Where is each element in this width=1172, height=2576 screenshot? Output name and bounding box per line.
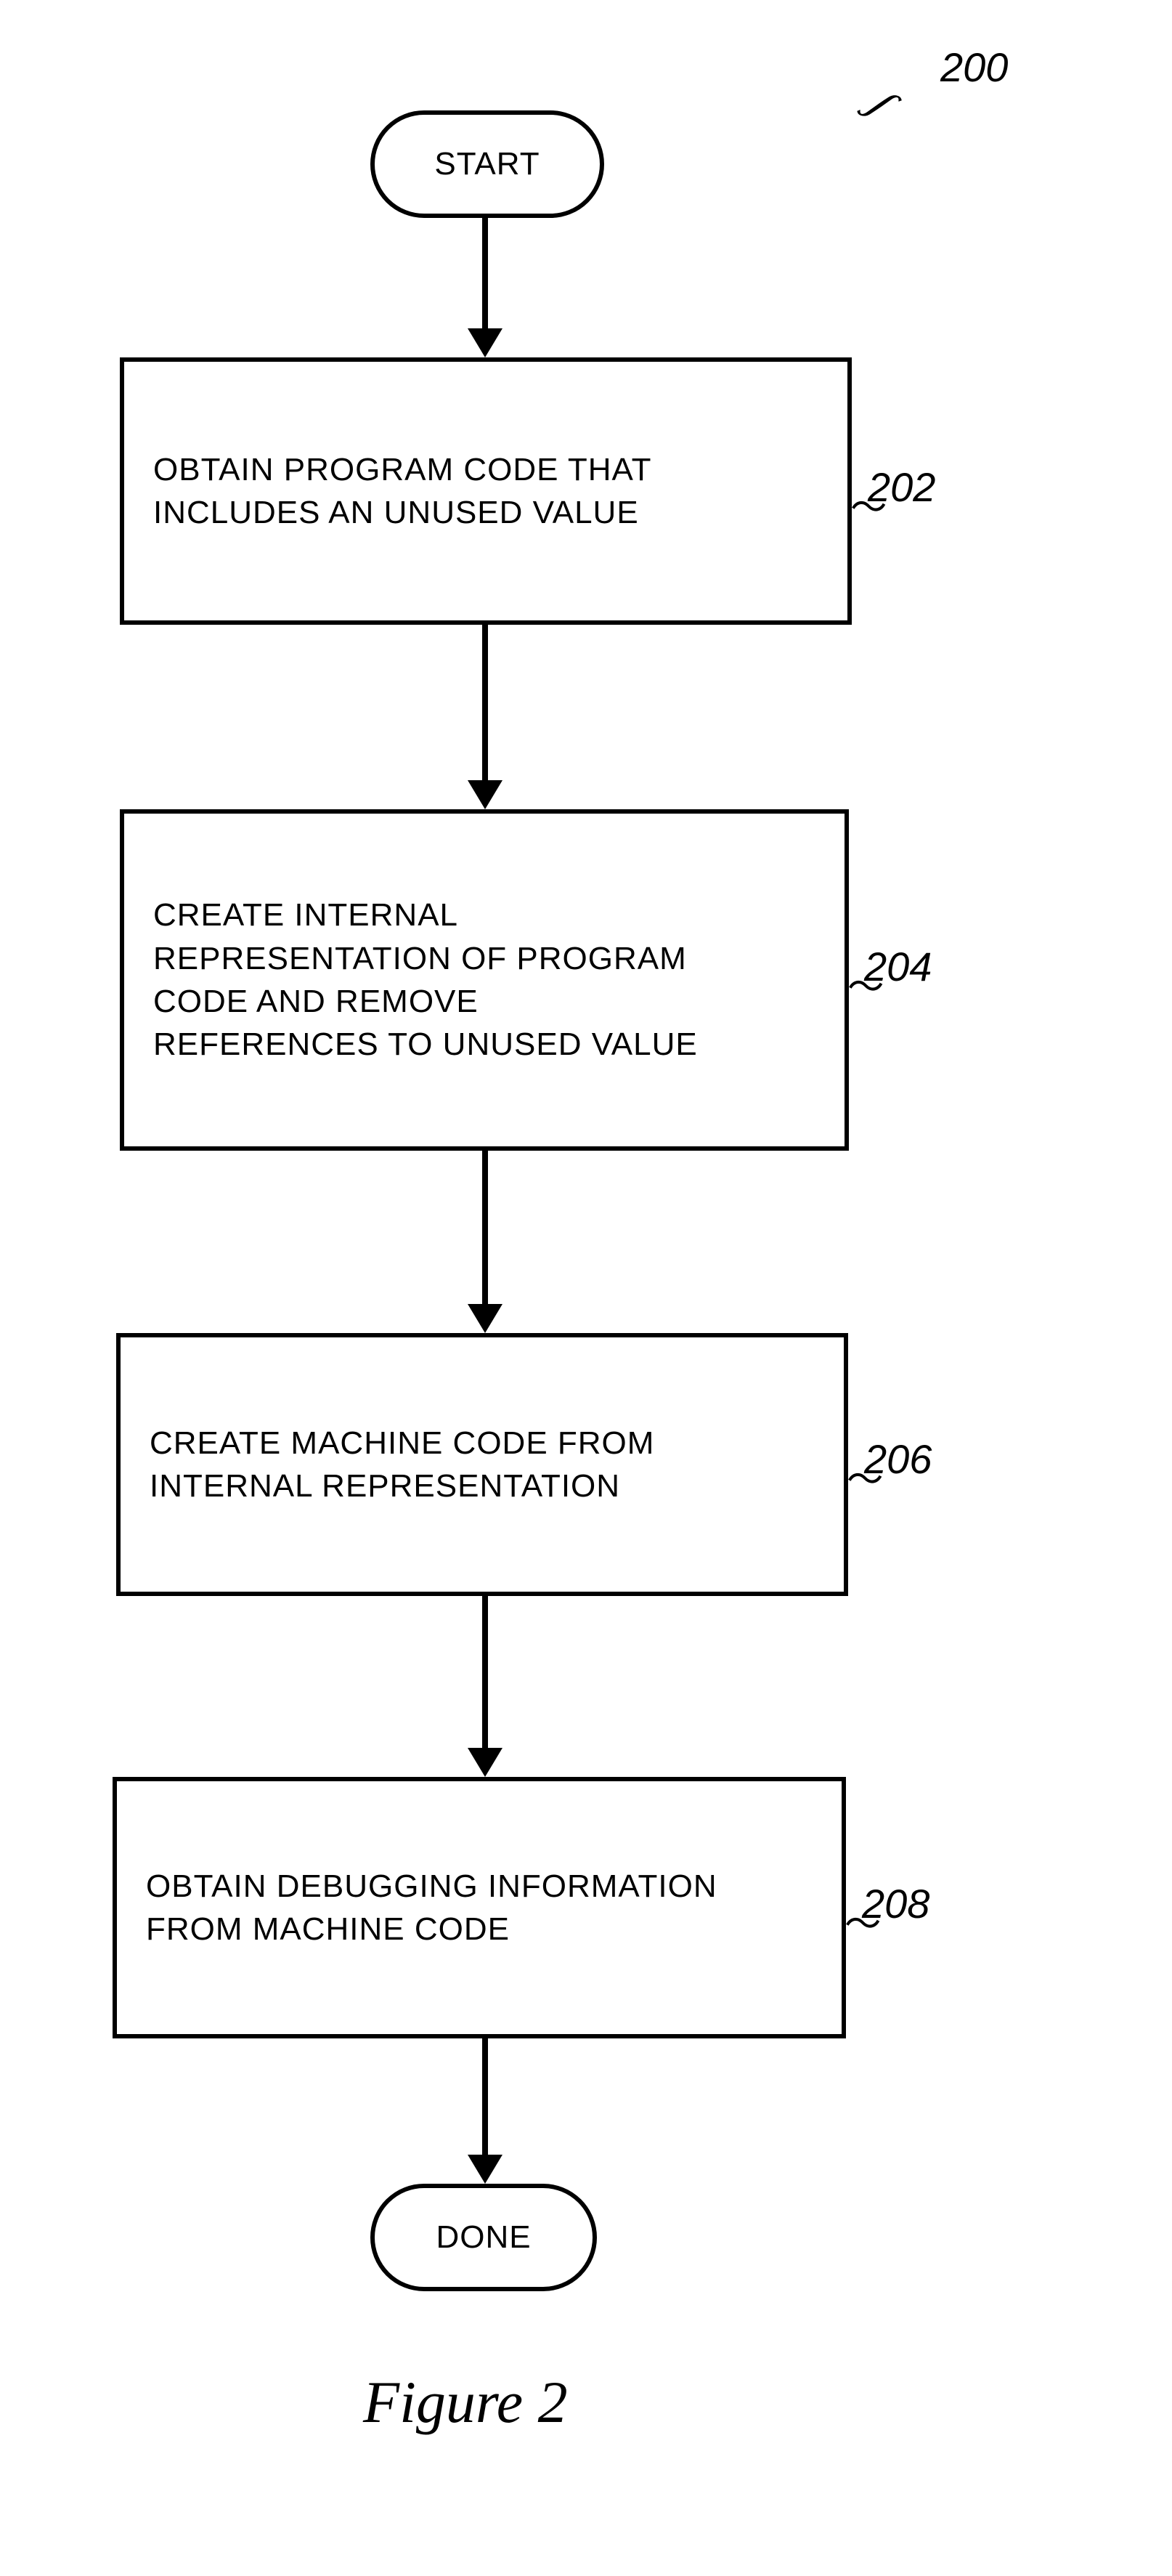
flow-node-label: START <box>434 146 540 182</box>
ref-connector: 〜 <box>847 957 884 1010</box>
arrow-head-icon <box>468 328 502 357</box>
flow-node-label: OBTAIN PROGRAM CODE THATINCLUDES AN UNUS… <box>153 448 652 535</box>
flow-node-start: START <box>370 110 604 218</box>
flow-arrow <box>482 1596 488 1755</box>
flow-node-label: OBTAIN DEBUGGING INFORMATIONFROM MACHINE… <box>146 1865 717 1951</box>
flow-node-n208: OBTAIN DEBUGGING INFORMATIONFROM MACHINE… <box>113 1777 846 2038</box>
flow-arrow <box>482 218 488 336</box>
flow-node-n204: CREATE INTERNALREPRESENTATION OF PROGRAM… <box>120 809 849 1151</box>
arrow-head-icon <box>468 1304 502 1333</box>
ref-leader-icon: ∫ <box>858 84 908 123</box>
ref-connector: 〜 <box>850 478 887 531</box>
arrow-head-icon <box>468 2155 502 2184</box>
flow-node-done: DONE <box>370 2184 597 2291</box>
ref-connector: 〜 <box>847 1450 883 1503</box>
arrow-head-icon <box>468 1748 502 1777</box>
flow-node-label: CREATE INTERNALREPRESENTATION OF PROGRAM… <box>153 894 698 1066</box>
flow-node-n206: CREATE MACHINE CODE FROMINTERNAL REPRESE… <box>116 1333 848 1596</box>
page: START OBTAIN PROGRAM CODE THATINCLUDES AN… <box>0 0 1172 2576</box>
ref-connector: 〜 <box>845 1895 881 1948</box>
flow-node-label: CREATE MACHINE CODE FROMINTERNAL REPRESE… <box>150 1422 654 1508</box>
flow-arrow <box>482 1151 488 1311</box>
ref-label-200: 200 <box>940 44 1008 91</box>
flow-node-n202: OBTAIN PROGRAM CODE THATINCLUDES AN UNUS… <box>120 357 852 625</box>
flow-node-label: DONE <box>436 2219 531 2256</box>
figure-caption: Figure 2 <box>363 2368 568 2437</box>
flow-arrow <box>482 625 488 787</box>
arrow-head-icon <box>468 780 502 809</box>
flow-arrow <box>482 2038 488 2162</box>
